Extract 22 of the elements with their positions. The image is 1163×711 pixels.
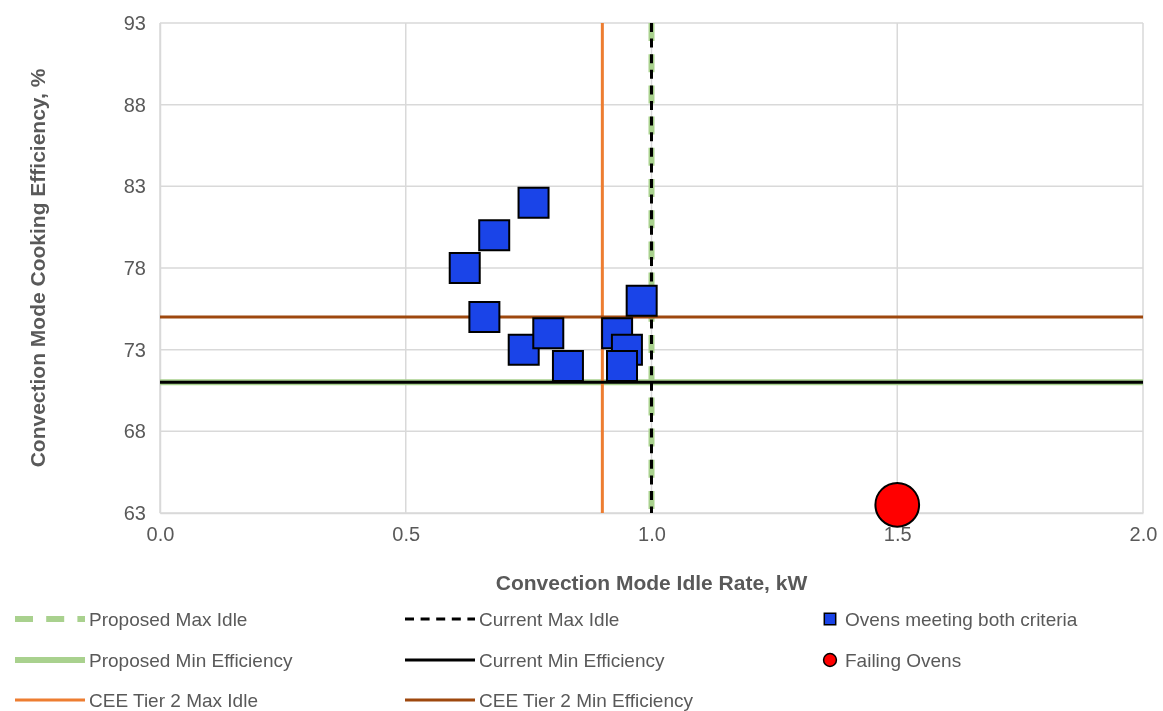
x-axis-title: Convection Mode Idle Rate, kW <box>495 571 808 594</box>
y-tick-label: 73 <box>123 338 146 361</box>
legend-label: CEE Tier 2 Max Idle <box>89 690 258 711</box>
x-tick-label: 2.0 <box>1129 523 1158 546</box>
legend-label: CEE Tier 2 Min Efficiency <box>479 690 694 711</box>
legend-label: Current Min Efficiency <box>479 650 665 671</box>
x-tick-label: 1.5 <box>883 523 912 546</box>
x-tick-label: 1.0 <box>638 523 666 546</box>
y-tick-label: 93 <box>123 11 146 34</box>
y-axis-title: Convection Mode Cooking Efficiency, % <box>26 68 49 468</box>
legend-label: Failing Ovens <box>845 650 962 671</box>
y-tick-label: 63 <box>123 501 146 524</box>
y-tick-label: 83 <box>123 175 146 198</box>
legend-label: Current Max Idle <box>479 609 620 630</box>
x-tick-label: 0.0 <box>146 523 175 546</box>
y-tick-label: 88 <box>123 93 146 116</box>
y-tick-label: 68 <box>123 420 146 443</box>
legend-label: Ovens meeting both criteria <box>845 609 1078 630</box>
x-tick-label: 0.5 <box>392 523 421 546</box>
legend-label: Proposed Max Idle <box>89 609 248 630</box>
legend-label: Proposed Min Efficiency <box>89 650 293 671</box>
y-tick-label: 78 <box>123 256 146 279</box>
